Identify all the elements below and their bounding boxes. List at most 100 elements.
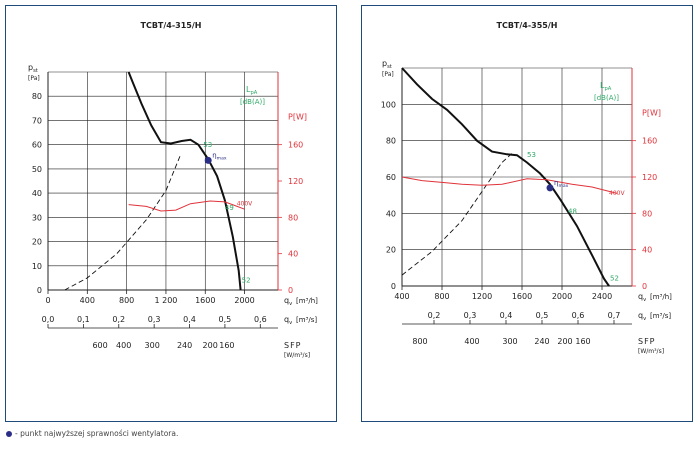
noise-level-label: 49 xyxy=(225,204,234,212)
x-axis-unit: [m³/h] xyxy=(650,293,672,301)
power-tick-label: 120 xyxy=(288,177,303,186)
y-tick-label: 80 xyxy=(32,92,42,101)
y-axis-unit: [Pa] xyxy=(28,75,40,82)
sfp-tick-label: 400 xyxy=(464,337,479,346)
x-tick-label: 400 xyxy=(80,296,95,305)
power-tick-label: 120 xyxy=(642,173,657,182)
x-tick-label: 1600 xyxy=(195,296,215,305)
y-tick-label: 20 xyxy=(32,238,42,247)
power-tick-label: 160 xyxy=(642,137,657,146)
x-tick-label: 0 xyxy=(45,296,50,305)
power-curve xyxy=(128,200,245,212)
noise-level-label: 53 xyxy=(527,151,536,159)
x2-tick-label: 0,4 xyxy=(183,315,196,324)
x2-tick-label: 0,0 xyxy=(42,315,55,324)
chart-2: TCBT/4-355/H 0 20 40 60 80 100 pst[Pa] 0 40 80 120 1… xyxy=(381,21,672,355)
noise-level-label: 52 xyxy=(610,275,619,283)
voltage-label: 400V xyxy=(609,190,625,197)
chart-1: TCBT/4-315/H 0 10 20 30 40 50 60 70 80 pst[Pa] 0 40 8… xyxy=(28,21,318,359)
sfp-tick-label: 300 xyxy=(145,341,160,350)
lpa-unit: [dB(A)] xyxy=(594,94,619,102)
y-tick-label: 0 xyxy=(37,286,42,295)
x2-tick-label: 0,6 xyxy=(572,311,585,320)
y-tick-label: 40 xyxy=(32,189,42,198)
x-axis-label: qv xyxy=(284,296,292,307)
footnote-text: - punkt najwyższej sprawności wentylator… xyxy=(15,429,179,438)
best-efficiency-label: ηmax xyxy=(212,151,227,161)
chart-title: TCBT/4-315/H xyxy=(140,21,201,30)
x-tick-label: 1600 xyxy=(512,292,532,301)
x2-axis-unit: [m³/s] xyxy=(296,316,317,324)
sfp-tick-label: 160 xyxy=(219,341,234,350)
noise-level-label: 48 xyxy=(568,207,577,215)
power-tick-label: 0 xyxy=(642,282,647,291)
x-tick-label: 2000 xyxy=(234,296,254,305)
x-tick-label: 800 xyxy=(434,292,449,301)
power-tick-label: 80 xyxy=(288,213,298,222)
lpa-label: LpA xyxy=(246,85,258,96)
chart-panel-1: TCBT/4-315/H 0 10 20 30 40 50 60 70 80 pst [Pa] 0 40 8… xyxy=(5,5,337,422)
lpa-unit: [dB(A)] xyxy=(240,98,265,106)
x2-tick-label: 0,2 xyxy=(112,315,125,324)
sfp-axis-label: SFP xyxy=(638,337,656,346)
y-tick-label: 10 xyxy=(32,262,42,271)
chart-title: TCBT/4-355/H xyxy=(496,21,557,30)
y-axis-label: pst xyxy=(28,63,38,74)
x2-tick-label: 0,5 xyxy=(219,315,232,324)
x-tick-label: 400 xyxy=(394,292,409,301)
x-tick-label: 1 200 xyxy=(154,296,177,305)
x2-tick-label: 0,3 xyxy=(148,315,161,324)
y-tick-label: 50 xyxy=(32,165,42,174)
voltage-label: 400V xyxy=(237,201,253,208)
x2-tick-label: 0,7 xyxy=(608,311,621,320)
sfp-tick-label: 800 xyxy=(412,337,427,346)
noise-level-label: 53 xyxy=(203,141,212,149)
sfp-tick-label: 240 xyxy=(534,337,549,346)
y-tick-label: 80 xyxy=(386,137,396,146)
x2-tick-label: 0,2 xyxy=(428,311,441,320)
system-curve xyxy=(64,154,182,291)
y-tick-label: 60 xyxy=(386,173,396,182)
lpa-label: LpA xyxy=(600,81,612,92)
y-axis-label: pst xyxy=(382,59,392,70)
power-tick-label: 40 xyxy=(288,250,298,259)
noise-level-label: 52 xyxy=(242,277,251,285)
pressure-curve xyxy=(401,67,610,287)
sfp-tick-label: 240 xyxy=(177,341,192,350)
sfp-tick-label: 200 xyxy=(203,341,218,350)
x2-axis-label: qv xyxy=(284,315,292,326)
system-curve xyxy=(401,153,513,276)
sfp-axis-unit: [W/m³/s] xyxy=(284,352,310,359)
x2-tick-label: 0,5 xyxy=(536,311,549,320)
x2-tick-label: 0,1 xyxy=(77,315,90,324)
x2-tick-label: 0,3 xyxy=(464,311,477,320)
power-curve xyxy=(401,176,618,194)
sfp-tick-label: 300 xyxy=(502,337,517,346)
best-efficiency-label: ηmax xyxy=(554,179,569,189)
y-tick-label: 40 xyxy=(386,209,396,218)
power-tick-label: 40 xyxy=(642,246,652,255)
x2-axis-unit: [m³/s] xyxy=(650,312,671,320)
sfp-axis-unit: [W/m³/s] xyxy=(638,348,664,355)
sfp-tick-label: 400 xyxy=(116,341,131,350)
power-tick-label: 0 xyxy=(288,286,293,295)
x2-axis-label: qv xyxy=(638,311,646,322)
y-axis-unit: [Pa] xyxy=(382,71,394,78)
x-tick-label: 2000 xyxy=(552,292,572,301)
x-axis-unit: [m³/h] xyxy=(296,297,318,305)
sfp-tick-label: 200 xyxy=(557,337,572,346)
footnote: - punkt najwyższej sprawności wentylator… xyxy=(6,429,178,438)
power-tick-label: 160 xyxy=(288,141,303,150)
y-tick-label: 70 xyxy=(32,116,42,125)
best-efficiency-point xyxy=(204,156,212,164)
y-tick-label: 100 xyxy=(381,100,396,109)
sfp-axis-label: SFP xyxy=(284,341,302,350)
x2-tick-label: 0,4 xyxy=(500,311,513,320)
x-tick-label: 800 xyxy=(119,296,134,305)
chart-panel-2: TCBT/4-355/H 0 20 40 60 80 100 pst [Pa] 0 40 80 120 1… xyxy=(361,5,693,422)
power-tick-label: 80 xyxy=(642,209,652,218)
x-tick-label: 1200 xyxy=(472,292,492,301)
sfp-tick-label: 160 xyxy=(575,337,590,346)
best-efficiency-point xyxy=(546,184,554,192)
y-tick-label: 20 xyxy=(386,246,396,255)
